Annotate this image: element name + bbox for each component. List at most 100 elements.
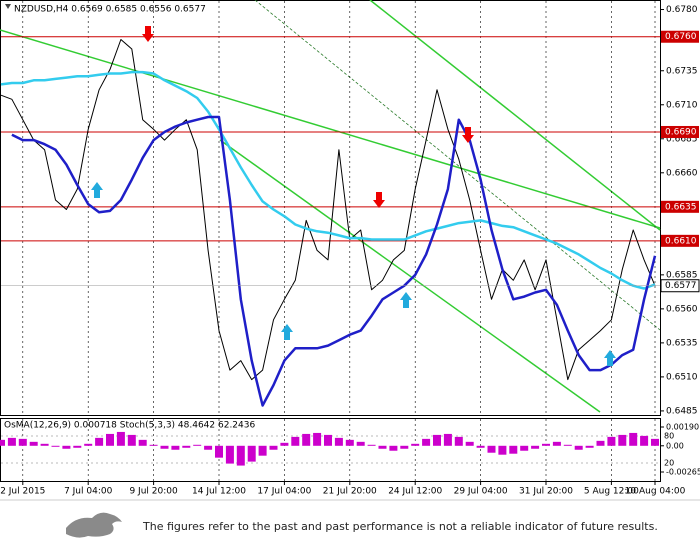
osma-bar: [542, 443, 550, 446]
buy-arrow: [400, 292, 412, 308]
x-tick-label: 14 Jul 12:00: [192, 487, 246, 497]
x-tick-label: 7 Jul 04:00: [64, 487, 113, 497]
y-tick-label: -0.00265: [666, 468, 700, 477]
osma-bar: [433, 434, 441, 446]
x-tick-label: 9 Jul 20:00: [129, 487, 178, 497]
osma-bar: [651, 438, 659, 446]
osma-bar: [313, 432, 322, 446]
osma-bar: [40, 443, 49, 446]
sub-frame: [0, 418, 661, 482]
osma-bar: [236, 445, 245, 466]
osma-bar: [225, 445, 234, 464]
x-tick-label: 31 Jul 20:00: [519, 487, 573, 497]
osma-bar: [106, 433, 114, 446]
osma-bar: [563, 444, 572, 446]
y-tick-label: 0.00190: [666, 423, 699, 432]
y-tick-label: 0.6660: [666, 168, 698, 178]
osma-bar: [618, 434, 627, 446]
osma-bar: [138, 439, 147, 446]
osma-bar: [487, 445, 496, 453]
x-tick-label: 21 Jul 20:00: [323, 487, 377, 497]
last-price-label: 0.6577: [665, 281, 697, 291]
osma-bar: [258, 445, 267, 456]
level-label-box: [661, 125, 699, 138]
sell-arrow: [462, 127, 474, 143]
sell-arrow: [142, 26, 154, 42]
osma-bar: [302, 433, 311, 446]
y2-tick-label: 80: [664, 432, 674, 441]
level-label: 0.6610: [665, 236, 697, 246]
osma-bar: [324, 434, 332, 446]
osma-bar: [607, 436, 616, 446]
osma-bar: [62, 445, 71, 449]
osma-bar: [7, 437, 16, 446]
osma-bar: [411, 443, 420, 446]
osma-bar: [84, 443, 93, 446]
osma-bar: [356, 441, 365, 446]
x-tick-label: 2 Jul 2015: [0, 487, 45, 497]
osma-bar: [269, 445, 278, 450]
buy-arrow: [91, 182, 103, 198]
trend-line: [254, 0, 661, 331]
osma-bar: [18, 438, 27, 446]
osma-bar: [0, 439, 5, 446]
osma-bar: [422, 438, 431, 446]
osma-bar: [400, 445, 409, 449]
osma-bar: [193, 444, 202, 446]
osma-bar: [149, 444, 158, 446]
y-tick-label: 0.6485: [666, 406, 698, 416]
osma-bar: [498, 445, 507, 455]
osma-bar: [51, 445, 60, 447]
moving-average: [0, 70, 656, 290]
osma-bar: [520, 445, 529, 451]
x-tick-label: 24 Jul 12:00: [388, 487, 442, 497]
trend-line: [0, 29, 661, 229]
buy-arrow: [604, 350, 616, 366]
osma-bar: [476, 445, 485, 448]
y-tick-label: 0.6685: [666, 134, 698, 144]
osma-bar: [182, 445, 191, 448]
osma-bar: [629, 432, 638, 446]
osma-bar: [334, 437, 343, 446]
osma-bar: [454, 436, 463, 446]
osma-bar: [345, 439, 354, 446]
y-tick-label: 0.6535: [666, 338, 698, 348]
main-frame: [0, 0, 661, 416]
osma-bar: [509, 445, 518, 454]
trend-line: [219, 139, 601, 413]
osma-bar: [171, 445, 180, 450]
level-label: 0.6635: [665, 202, 697, 212]
sell-arrow: [373, 192, 385, 208]
osma-bar: [378, 445, 387, 449]
osma-bar: [552, 441, 561, 446]
chart-title: NZDUSD,H4 0.6569 0.6585 0.6556 0.6577: [14, 5, 206, 15]
osma-bar: [204, 445, 213, 450]
osma-bar: [367, 444, 376, 446]
osma-bar: [389, 445, 398, 451]
y-tick-label: 0.00: [666, 441, 684, 450]
level-label: 0.6690: [665, 127, 697, 137]
osma-bar: [574, 445, 583, 450]
osma-bar: [280, 442, 289, 446]
osma-bar: [73, 445, 82, 448]
osma-bar: [465, 441, 474, 446]
x-tick-label: 10 Aug 04:00: [625, 487, 686, 497]
osma-bar: [585, 445, 594, 448]
y-tick-label: 0.6560: [666, 304, 698, 314]
level-label-box: [661, 200, 699, 213]
price-line: [0, 39, 656, 381]
last-price-box: [660, 279, 700, 293]
level-label-box: [661, 30, 699, 43]
osma-bar: [596, 440, 605, 446]
osma-bar: [247, 445, 256, 462]
y-tick-label: 0.6735: [666, 66, 698, 76]
osma-bar: [640, 435, 649, 446]
plot: 2 Jul 2015 7 Jul 04:00 9 Jul 20:00 14 Jul 1…: [0, 1, 700, 497]
level-label-box: [661, 234, 699, 247]
y-tick-label: 0.6780: [666, 5, 698, 15]
y-tick-label: 0.6510: [666, 372, 698, 382]
moving-average: [11, 115, 657, 407]
osma-bar: [29, 441, 38, 446]
osma-bar: [127, 434, 136, 446]
